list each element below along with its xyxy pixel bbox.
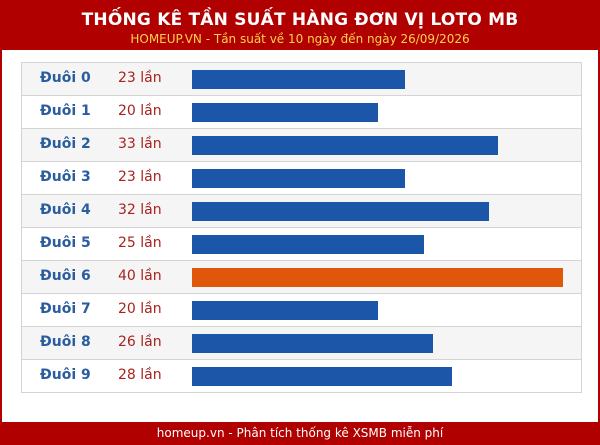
bar	[192, 169, 405, 188]
bar	[192, 70, 405, 89]
bar	[192, 334, 433, 353]
value-label: 33 lần	[118, 136, 162, 152]
bar	[192, 202, 489, 221]
category-label: Đuôi 8	[40, 334, 91, 350]
value-label: 32 lần	[118, 202, 162, 218]
category-label: Đuôi 3	[40, 169, 91, 185]
value-label: 23 lần	[118, 70, 162, 86]
chart-header: THỐNG KÊ TẦN SUẤT HÀNG ĐƠN VỊ LOTO MB HO…	[2, 0, 598, 50]
bar-row: Đuôi 6 40 lần	[21, 260, 582, 293]
chart-footer: homeup.vn - Phân tích thống kê XSMB miễn…	[2, 422, 598, 445]
chart-subtitle: HOMEUP.VN - Tần suất về 10 ngày đến ngày…	[130, 32, 470, 46]
value-label: 40 lần	[118, 268, 162, 284]
bar	[192, 136, 498, 155]
bar-row: Đuôi 7 20 lần	[21, 293, 582, 326]
bar-row: Đuôi 2 33 lần	[21, 128, 582, 161]
category-label: Đuôi 6	[40, 268, 91, 284]
value-label: 25 lần	[118, 235, 162, 251]
bar	[192, 103, 378, 122]
category-label: Đuôi 5	[40, 235, 91, 251]
bar-row: Đuôi 1 20 lần	[21, 95, 582, 128]
bar-row: Đuôi 3 23 lần	[21, 161, 582, 194]
bar	[192, 367, 452, 386]
category-label: Đuôi 7	[40, 301, 91, 317]
bar	[192, 235, 424, 254]
chart-title: THỐNG KÊ TẦN SUẤT HÀNG ĐƠN VỊ LOTO MB	[81, 10, 519, 30]
value-label: 26 lần	[118, 334, 162, 350]
bar-row: Đuôi 8 26 lần	[21, 326, 582, 359]
value-label: 23 lần	[118, 169, 162, 185]
category-label: Đuôi 0	[40, 70, 91, 86]
bar	[192, 301, 378, 320]
value-label: 28 lần	[118, 367, 162, 383]
bar-row: Đuôi 4 32 lần	[21, 194, 582, 227]
bar-row: Đuôi 0 23 lần	[21, 62, 582, 95]
bar-rows: Đuôi 0 23 lần Đuôi 1 20 lần Đuôi 2 33 lần Đuôi…	[21, 62, 582, 393]
value-label: 20 lần	[118, 103, 162, 119]
value-label: 20 lần	[118, 301, 162, 317]
category-label: Đuôi 2	[40, 136, 91, 152]
bar-row: Đuôi 9 28 lần	[21, 359, 582, 393]
category-label: Đuôi 4	[40, 202, 91, 218]
bar	[192, 268, 563, 287]
category-label: Đuôi 9	[40, 367, 91, 383]
category-label: Đuôi 1	[40, 103, 91, 119]
bar-row: Đuôi 5 25 lần	[21, 227, 582, 260]
